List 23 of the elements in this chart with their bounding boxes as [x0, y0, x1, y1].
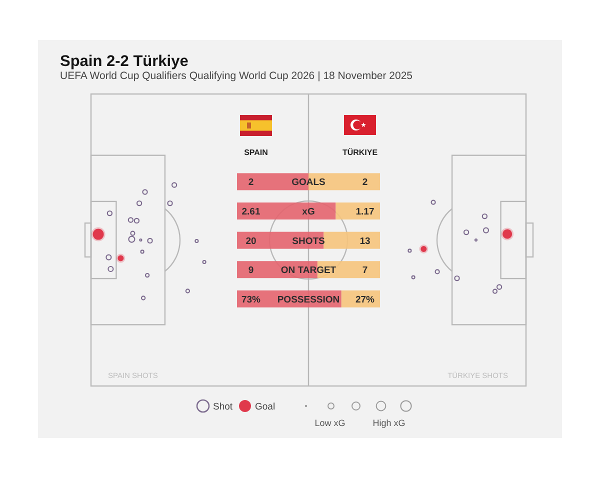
y-tick-label: xG — [302, 206, 315, 218]
chart-subtitle: UEFA World Cup Qualifiers Qualifying World Cup 2026 | 18 November 2025 — [60, 70, 413, 82]
data-label: 20 — [246, 236, 256, 247]
text: High xG — [372, 418, 406, 428]
data-label: 2.61 — [242, 206, 261, 218]
text: SPAIN — [244, 148, 268, 157]
data-label: 73% — [241, 294, 262, 306]
legend-label: Shot — [213, 402, 233, 412]
data-label: 7 — [362, 265, 368, 276]
data-label: 27% — [355, 294, 376, 306]
y-tick-label: POSSESSION — [277, 294, 340, 306]
data-label: 2 — [362, 177, 368, 188]
data-label: 13 — [360, 236, 370, 247]
text: Low xG — [314, 418, 346, 428]
legend-label: Goal — [255, 402, 276, 412]
y-tick-label: ON TARGET — [280, 265, 336, 276]
data-label: 1.17 — [356, 206, 374, 218]
y-tick-label: SHOTS — [292, 236, 325, 247]
data-label: 9 — [248, 265, 254, 276]
chart-title: Spain 2-2 Türkiye — [60, 53, 189, 70]
data-label: 2 — [248, 177, 254, 188]
y-tick-label: GOALS — [292, 177, 326, 188]
text: TÜRKIYE — [342, 148, 378, 157]
